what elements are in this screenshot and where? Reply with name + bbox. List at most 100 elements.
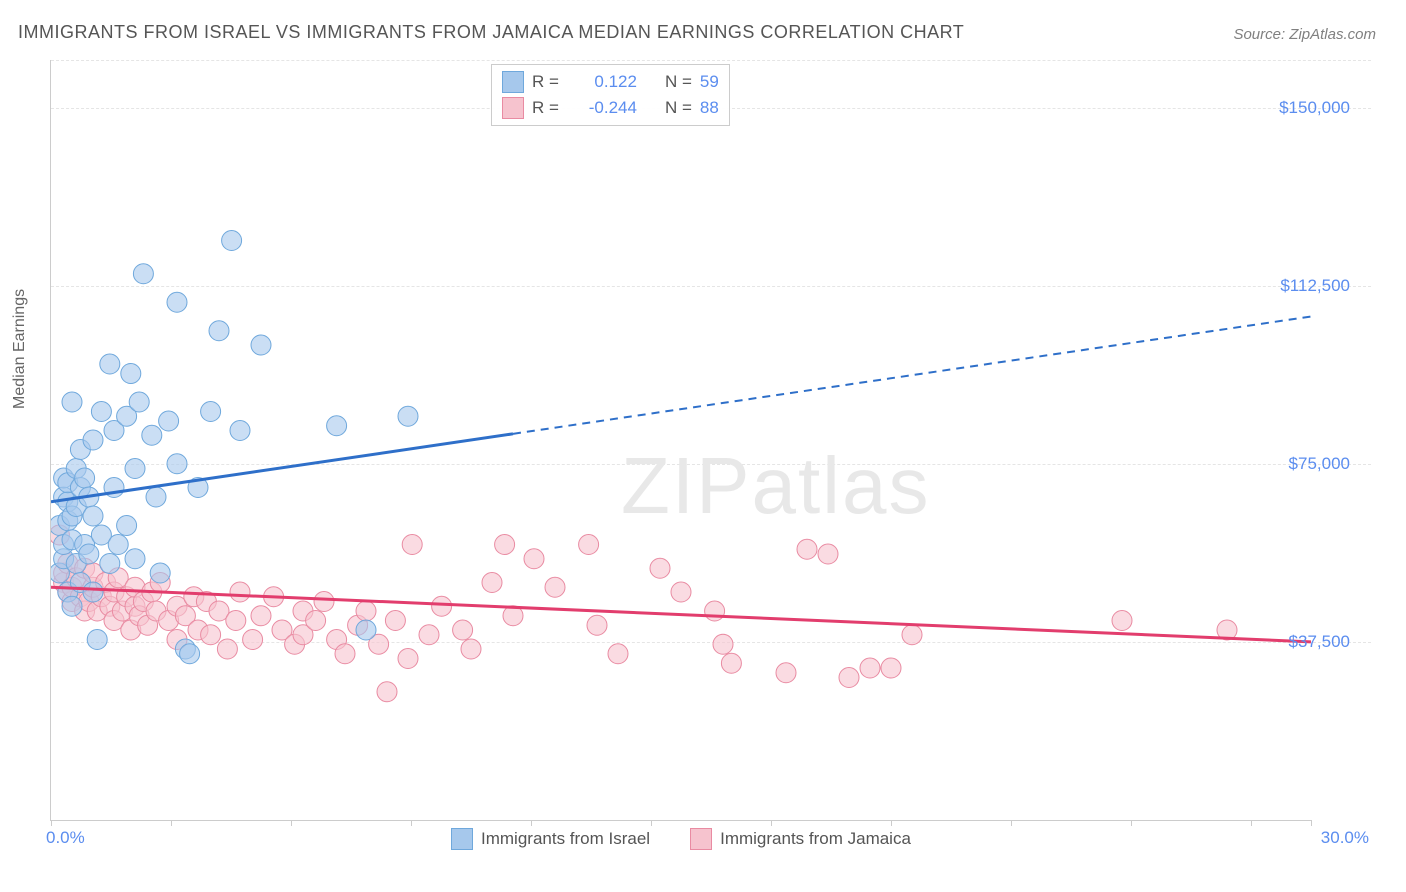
stats-row-series2: R = -0.244 N = 88 xyxy=(502,95,719,121)
data-point xyxy=(100,354,120,374)
data-point xyxy=(121,364,141,384)
data-point xyxy=(461,639,481,659)
y-tick-label: $37,500 xyxy=(1289,632,1350,652)
data-point xyxy=(83,430,103,450)
x-tick xyxy=(1311,820,1312,826)
data-point xyxy=(83,582,103,602)
data-point xyxy=(251,606,271,626)
scatter-plot xyxy=(51,60,1311,820)
y-tick-label: $150,000 xyxy=(1279,98,1350,118)
data-point xyxy=(902,625,922,645)
data-point xyxy=(356,620,376,640)
data-point xyxy=(146,487,166,507)
data-point xyxy=(125,549,145,569)
legend-item-series1: Immigrants from Israel xyxy=(451,828,650,850)
data-point xyxy=(587,615,607,635)
data-point xyxy=(356,601,376,621)
data-point xyxy=(91,402,111,422)
data-point xyxy=(579,535,599,555)
data-point xyxy=(129,392,149,412)
data-point xyxy=(776,663,796,683)
data-point xyxy=(62,596,82,616)
x-tick xyxy=(531,820,532,826)
data-point xyxy=(432,596,452,616)
data-point xyxy=(1112,611,1132,631)
data-point xyxy=(671,582,691,602)
data-point xyxy=(721,653,741,673)
data-point xyxy=(222,231,242,251)
swatch-icon xyxy=(502,71,524,93)
data-point xyxy=(398,406,418,426)
y-tick-label: $75,000 xyxy=(1289,454,1350,474)
data-point xyxy=(453,620,473,640)
data-point xyxy=(860,658,880,678)
y-axis-label: Median Earnings xyxy=(11,289,29,409)
data-point xyxy=(150,563,170,583)
r-value: 0.122 xyxy=(567,72,637,92)
x-tick xyxy=(171,820,172,826)
legend-label: Immigrants from Jamaica xyxy=(720,829,911,849)
r-value: -0.244 xyxy=(567,98,637,118)
data-point xyxy=(881,658,901,678)
data-point xyxy=(314,592,334,612)
x-tick xyxy=(51,820,52,826)
data-point xyxy=(818,544,838,564)
data-point xyxy=(230,421,250,441)
data-point xyxy=(306,611,326,631)
data-point xyxy=(482,573,502,593)
stats-row-series1: R = 0.122 N = 59 xyxy=(502,69,719,95)
x-tick xyxy=(1251,820,1252,826)
chart-title: IMMIGRANTS FROM ISRAEL VS IMMIGRANTS FRO… xyxy=(18,22,964,43)
data-point xyxy=(83,506,103,526)
data-point xyxy=(402,535,422,555)
data-point xyxy=(117,516,137,536)
data-point xyxy=(608,644,628,664)
data-point xyxy=(209,321,229,341)
swatch-icon xyxy=(690,828,712,850)
chart-area: Median Earnings ZIPatlas R = 0.122 N = 5… xyxy=(50,60,1370,830)
data-point xyxy=(226,611,246,631)
n-value: 88 xyxy=(700,98,719,118)
data-point xyxy=(142,425,162,445)
data-point xyxy=(180,644,200,664)
data-point xyxy=(839,668,859,688)
data-point xyxy=(217,639,237,659)
data-point xyxy=(201,402,221,422)
plot-box: ZIPatlas R = 0.122 N = 59 R = -0.244 N =… xyxy=(50,60,1311,821)
x-tick xyxy=(891,820,892,826)
data-point xyxy=(108,535,128,555)
stats-box: R = 0.122 N = 59 R = -0.244 N = 88 xyxy=(491,64,730,126)
data-point xyxy=(398,649,418,669)
data-point xyxy=(79,544,99,564)
regression-line xyxy=(51,434,513,502)
data-point xyxy=(251,335,271,355)
data-point xyxy=(797,539,817,559)
data-point xyxy=(159,411,179,431)
data-point xyxy=(327,416,347,436)
swatch-icon xyxy=(502,97,524,119)
data-point xyxy=(133,264,153,284)
data-point xyxy=(524,549,544,569)
data-point xyxy=(243,630,263,650)
x-tick xyxy=(1131,820,1132,826)
data-point xyxy=(335,644,355,664)
legend-item-series2: Immigrants from Jamaica xyxy=(690,828,911,850)
data-point xyxy=(377,682,397,702)
data-point xyxy=(230,582,250,602)
regression-line-extrapolated xyxy=(513,317,1311,434)
n-label: N = xyxy=(665,72,692,92)
data-point xyxy=(545,577,565,597)
data-point xyxy=(167,292,187,312)
n-label: N = xyxy=(665,98,692,118)
r-label: R = xyxy=(532,72,559,92)
data-point xyxy=(419,625,439,645)
x-tick xyxy=(1011,820,1012,826)
data-point xyxy=(385,611,405,631)
source-attribution: Source: ZipAtlas.com xyxy=(1233,26,1376,43)
swatch-icon xyxy=(451,828,473,850)
data-point xyxy=(62,392,82,412)
data-point xyxy=(87,630,107,650)
data-point xyxy=(75,468,95,488)
y-tick-label: $112,500 xyxy=(1280,276,1350,296)
x-tick xyxy=(651,820,652,826)
